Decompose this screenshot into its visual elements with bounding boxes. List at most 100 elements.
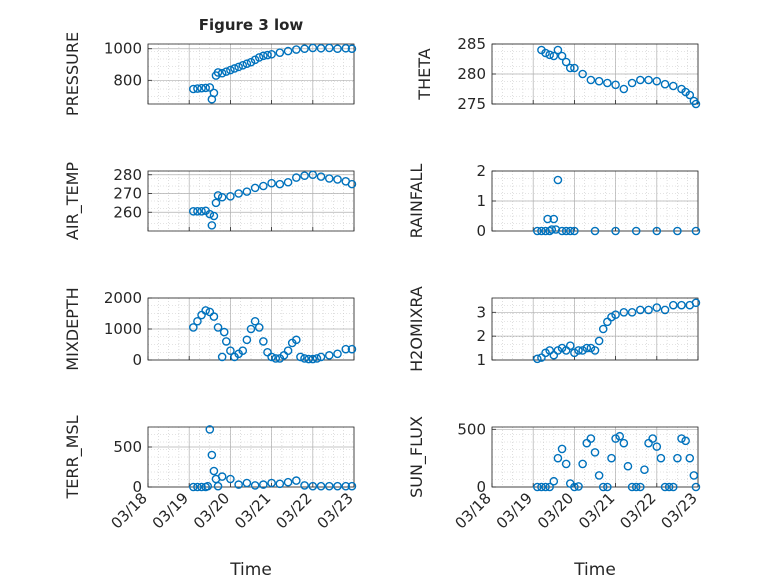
data-point xyxy=(246,57,256,67)
data-point xyxy=(308,481,318,491)
y-tick-label: 2 xyxy=(476,327,486,345)
data-point xyxy=(197,310,206,320)
data-point xyxy=(283,46,293,56)
data-point xyxy=(267,178,276,188)
data-point xyxy=(300,171,309,180)
y-tick-label: 1 xyxy=(476,192,486,210)
y-tick-label: 1000 xyxy=(104,40,142,58)
data-point xyxy=(292,476,301,485)
subplot-6: 1 2 3 H2OMIXRA xyxy=(407,286,701,372)
data-point xyxy=(209,211,219,221)
data-point xyxy=(259,480,268,489)
data-point xyxy=(553,453,563,463)
data-point xyxy=(189,207,198,216)
data-point xyxy=(677,434,686,443)
y-axis-label: RAINFALL xyxy=(407,164,426,239)
axes-box xyxy=(147,170,355,232)
data-point xyxy=(574,346,583,355)
data-point xyxy=(292,335,301,345)
data-point xyxy=(689,471,699,480)
data-point xyxy=(250,55,260,65)
data-point xyxy=(668,482,678,492)
data-point xyxy=(590,346,600,355)
data-point xyxy=(221,337,231,346)
data-point xyxy=(611,226,620,236)
data-point xyxy=(263,50,272,60)
x-tick-label: 03/18 xyxy=(108,489,151,532)
data-point xyxy=(226,346,235,356)
data-point xyxy=(226,474,235,484)
data-point xyxy=(594,336,604,346)
data-point xyxy=(347,44,357,54)
data-point xyxy=(594,76,604,86)
data-point xyxy=(197,83,206,93)
data-point xyxy=(275,48,285,57)
data-point xyxy=(312,354,322,363)
data-point xyxy=(611,310,620,319)
data-point xyxy=(213,68,223,77)
data-point xyxy=(551,225,561,234)
data-point xyxy=(283,477,293,487)
data-point xyxy=(553,45,563,55)
data-point xyxy=(308,170,318,180)
data-point xyxy=(615,431,625,441)
data-point xyxy=(660,482,670,492)
data-point xyxy=(347,481,357,491)
axes-box xyxy=(491,297,699,361)
data-point xyxy=(598,482,608,492)
data-point xyxy=(652,226,662,236)
axes-box xyxy=(147,426,355,488)
data-point xyxy=(263,347,272,357)
data-point xyxy=(197,207,206,216)
data-point xyxy=(333,175,342,184)
data-point xyxy=(193,316,202,326)
data-point xyxy=(565,226,575,236)
data-point xyxy=(619,308,629,317)
data-point xyxy=(250,316,260,326)
y-tick-label: 500 xyxy=(113,438,142,456)
data-point xyxy=(201,83,210,93)
data-point xyxy=(246,324,256,334)
x-tick-label: 03/22 xyxy=(272,489,315,532)
y-tick-label: 2 xyxy=(476,162,486,180)
data-point xyxy=(275,479,285,489)
data-point xyxy=(316,352,326,362)
data-point xyxy=(636,482,645,492)
data-point xyxy=(547,225,557,234)
data-point xyxy=(537,482,546,492)
data-point xyxy=(648,434,657,443)
data-point xyxy=(238,61,248,70)
data-point xyxy=(324,351,334,360)
y-tick-label: 280 xyxy=(457,65,486,83)
y-tick-label: 2000 xyxy=(104,289,142,307)
y-tick-label: 0 xyxy=(476,478,486,496)
data-point xyxy=(203,481,213,491)
data-point xyxy=(316,172,326,181)
data-point xyxy=(189,482,198,492)
data-point xyxy=(644,75,653,85)
data-point xyxy=(545,482,554,492)
data-point xyxy=(221,67,231,76)
data-point xyxy=(283,177,293,187)
data-point xyxy=(561,57,571,67)
data-point xyxy=(611,434,620,443)
data-point xyxy=(631,226,641,236)
data-point xyxy=(300,44,309,54)
data-point xyxy=(627,482,637,492)
data-point xyxy=(213,323,223,332)
data-point xyxy=(308,43,318,53)
data-point xyxy=(590,448,600,457)
data-point xyxy=(275,179,285,189)
data-point xyxy=(578,459,587,469)
data-point xyxy=(259,51,268,61)
y-tick-label: 3 xyxy=(476,303,486,321)
x-axis-label-left: Time xyxy=(229,560,272,580)
data-point xyxy=(250,481,260,490)
data-point xyxy=(217,472,227,481)
data-point xyxy=(636,305,645,315)
data-point xyxy=(570,63,579,73)
y-tick-label: 280 xyxy=(113,166,142,184)
data-point xyxy=(242,187,252,196)
data-point xyxy=(213,481,223,491)
data-point xyxy=(685,90,695,100)
